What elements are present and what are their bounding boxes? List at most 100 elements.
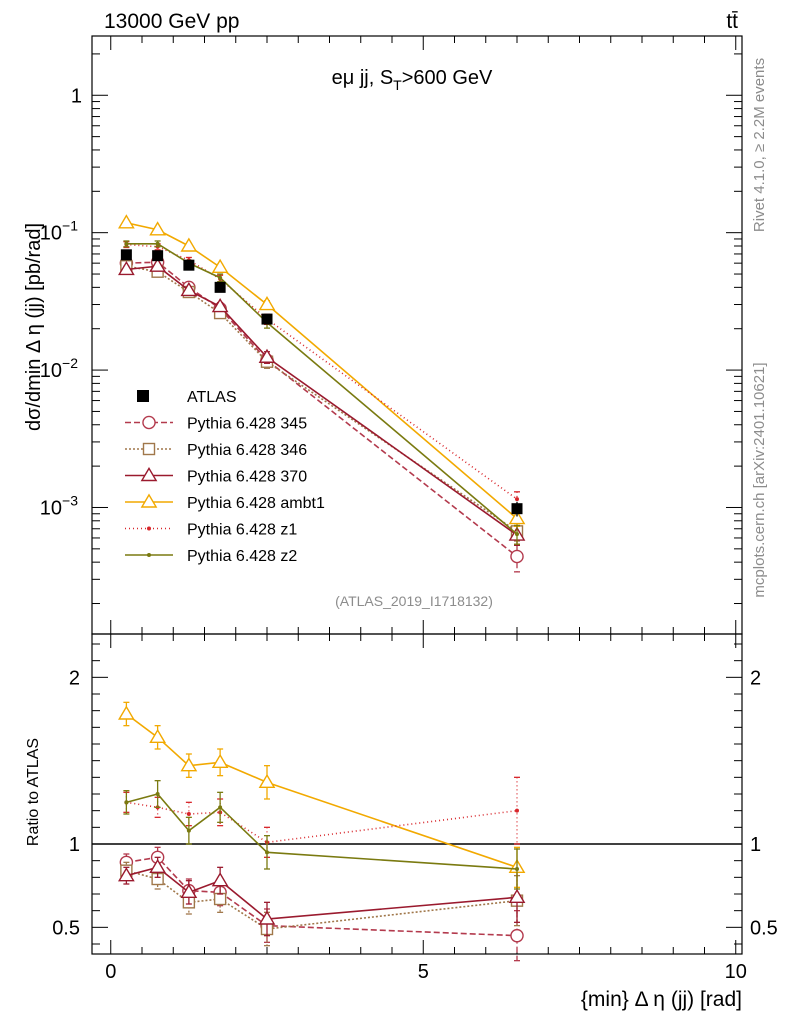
main-series-line (126, 265, 518, 533)
ratio-point (265, 850, 269, 855)
ratio-y-tick-label-right: 0.5 (750, 917, 778, 939)
main-point (211, 298, 229, 313)
x-tick-label: 10 (725, 961, 747, 983)
main-series-line (126, 222, 518, 520)
main-axes: 110−110−210−3 (40, 36, 742, 634)
ratio-y-axis-label: Ratio to ATLAS (25, 738, 42, 846)
ratio-point (211, 753, 229, 769)
main-y-tick-label-base: 10 (40, 497, 62, 519)
main-y-tick-label-base: 10 (40, 360, 62, 382)
main-y-tick-label-base: 10 (40, 223, 62, 245)
ratio-series-line (126, 856, 518, 937)
header-right: tt̄ (726, 10, 738, 33)
main-point (149, 257, 166, 272)
ratio-point (149, 858, 166, 874)
main-series-line (126, 261, 518, 558)
ratio-series (118, 701, 526, 962)
ratio-series-line (126, 801, 518, 844)
atlas-point (152, 250, 164, 262)
plot-title-tail: >600 GeV (402, 67, 493, 89)
ratio-axes: 0.5 0.5 1 1 2 2 0 5 10 (52, 634, 778, 983)
side-label-mcplots: mcplots.cern.ch [arXiv:2401.10621] (751, 362, 768, 597)
main-point (180, 237, 198, 252)
legend-marker-atlas (137, 390, 149, 402)
ratio-series-pythia-6-428-z2 (123, 780, 520, 890)
main-point (124, 241, 129, 246)
legend-marker (147, 526, 151, 531)
legend-marker (140, 466, 158, 482)
legend-label: Pythia 6.428 370 (187, 469, 307, 486)
main-point (155, 241, 160, 246)
legend-marker (142, 415, 156, 430)
atlas-point (214, 281, 226, 293)
main-panel-frame (91, 35, 743, 635)
x-tick-label: 5 (418, 961, 429, 983)
main-y-tick-label-exp: −1 (62, 218, 78, 234)
legend-label: Pythia 6.428 ambt1 (187, 495, 325, 512)
header-left: 13000 GeV pp (104, 10, 239, 33)
plot-title-sub: T (393, 77, 402, 93)
atlas-point (511, 503, 523, 515)
plot-title-main: eμ jj, S (332, 67, 394, 89)
side-label-rivet: Rivet 4.1.0, ≥ 2.2M events (751, 58, 768, 232)
ratio-point (258, 773, 276, 789)
main-point (515, 532, 519, 537)
ratio-point (118, 867, 135, 882)
atlas-point (261, 313, 273, 325)
ratio-point (155, 792, 160, 796)
main-y-tick-label-exp: −3 (62, 492, 78, 508)
main-y-tick-label: 10−3 (40, 492, 78, 519)
main-point (508, 510, 526, 525)
x-tick-label: 0 (105, 961, 116, 983)
main-y-tick-label: 1 (71, 85, 82, 107)
analysis-label: (ATLAS_2019_I1718132) (335, 593, 493, 609)
main-point (118, 260, 135, 276)
ratio-series-pythia-6-428-345 (119, 846, 524, 962)
ratio-point (515, 867, 519, 871)
plot-title: eμ jj, ST>600 GeV (332, 67, 493, 93)
main-series-pythia-6-428-ambt1 (118, 214, 526, 527)
ratio-point (124, 800, 129, 805)
main-series-atlas (120, 249, 523, 517)
ratio-point (149, 728, 166, 744)
legend: ATLAS Pythia 6.428 345 Pythia 6.428 346 Pyt… (125, 389, 325, 565)
ratio-point (218, 805, 223, 810)
ratio-series-pythia-6-428-370 (118, 856, 526, 937)
ratio-point (186, 828, 191, 833)
main-y-tick-label: 10−1 (40, 218, 78, 245)
ratio-series-line (125, 713, 518, 869)
legend-label: Pythia 6.428 346 (187, 442, 307, 459)
main-point (180, 281, 198, 297)
ratio-point (515, 808, 519, 813)
main-point (149, 221, 166, 236)
legend-label: Pythia 6.428 z2 (187, 548, 297, 565)
main-point (258, 348, 276, 363)
x-axis-label: {min} Δ η (jj) [rad] (581, 988, 742, 1011)
ratio-series-line (126, 869, 518, 930)
main-point (218, 275, 223, 280)
ratio-point (211, 872, 229, 887)
ratio-point (213, 892, 227, 906)
main-point (515, 497, 519, 502)
ratio-point (510, 928, 524, 943)
ratio-series-pythia-6-428-z1 (123, 776, 520, 858)
main-y-tick-label: 10−2 (40, 355, 78, 382)
ratio-point (258, 910, 276, 925)
legend-marker (140, 493, 158, 508)
main-point (510, 549, 524, 564)
legend-label: Pythia 6.428 z1 (187, 522, 297, 539)
ratio-point (186, 812, 191, 816)
ratio-y-tick-label: 0.5 (52, 917, 80, 939)
ratio-y-tick-label: 2 (69, 667, 80, 689)
ratio-point (118, 705, 135, 720)
main-y-tick-label-base: 1 (71, 85, 82, 107)
legend-label: Pythia 6.428 345 (187, 416, 307, 433)
ratio-series-pythia-6-428-ambt1 (118, 701, 526, 888)
atlas-point (120, 249, 132, 261)
legend-marker (147, 553, 151, 557)
ratio-y-tick-label-right: 1 (750, 834, 761, 856)
main-series-line (126, 242, 518, 535)
ratio-y-tick-label-right: 2 (750, 667, 761, 689)
main-y-tick-label-exp: −2 (62, 355, 78, 371)
